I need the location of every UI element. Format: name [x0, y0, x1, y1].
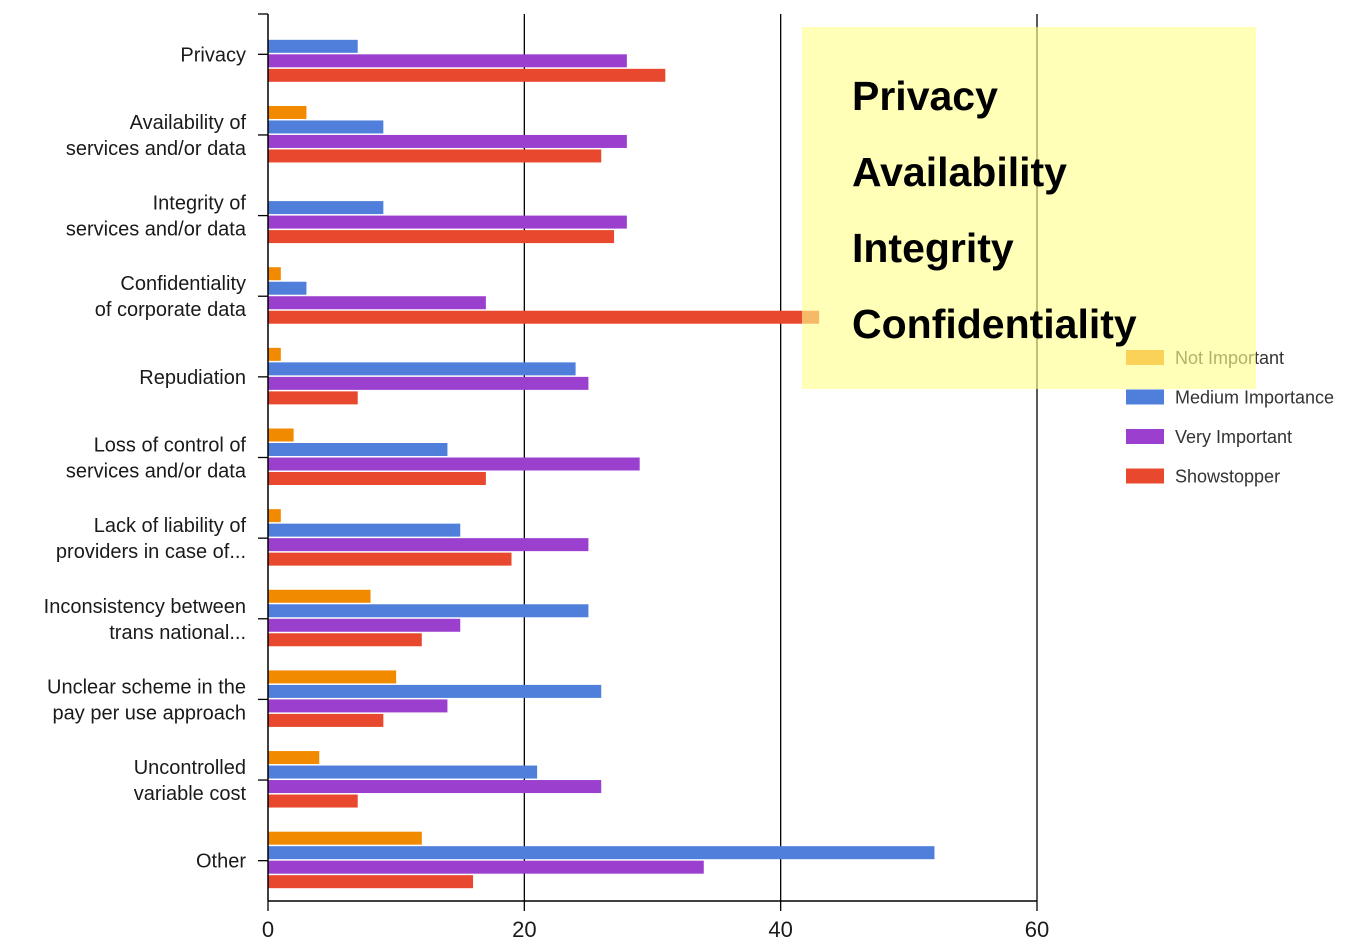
bar-very-important-7	[268, 618, 461, 632]
callout-item-confidentiality: Confidentiality	[852, 301, 1137, 347]
category-label: services and/or data	[66, 219, 247, 241]
category-label: providers in case of...	[56, 541, 246, 563]
category-label: Confidentiality	[120, 273, 246, 295]
bar-very-important-8	[268, 699, 448, 713]
bar-not-important-8	[268, 670, 397, 684]
legend-label-medium-importance: Medium Importance	[1175, 388, 1334, 408]
x-tick-label: 40	[768, 917, 792, 941]
bar-medium-importance-10	[268, 846, 935, 860]
y-axis: Privacy Availability of services and/or da…	[44, 13, 269, 901]
bar-very-important-1	[268, 134, 627, 148]
bar-very-important-9	[268, 780, 602, 794]
category-label: Inconsistency between	[44, 596, 246, 618]
bar-showstopper-9	[268, 794, 358, 808]
bar-very-important-6	[268, 538, 589, 552]
bar-showstopper-1	[268, 149, 602, 163]
bar-not-important-6	[268, 509, 281, 523]
bar-very-important-0	[268, 54, 627, 68]
callout-box: Privacy Availability Integrity Confidential…	[802, 27, 1256, 389]
x-tick-label: 60	[1025, 917, 1049, 941]
x-axis: 0 20 40 60	[262, 900, 1049, 941]
category-label: variable cost	[134, 783, 247, 805]
category-label: Unclear scheme in the	[47, 676, 246, 698]
category-label: Lack of liability of	[94, 515, 247, 537]
bar-not-important-7	[268, 589, 371, 603]
category-label: Uncontrolled	[134, 757, 246, 779]
legend-label-very-important: Very Important	[1175, 427, 1292, 447]
bar-very-important-2	[268, 215, 627, 229]
bar-medium-importance-1	[268, 120, 384, 134]
category-label: services and/or data	[66, 138, 247, 160]
category-label: Privacy	[180, 44, 246, 66]
bar-medium-importance-3	[268, 281, 307, 295]
bar-medium-importance-6	[268, 523, 461, 537]
legend-swatch-showstopper	[1126, 468, 1164, 484]
bar-not-important-3	[268, 267, 281, 281]
bar-showstopper-6	[268, 552, 512, 566]
callout-item-privacy: Privacy	[852, 73, 998, 119]
bar-showstopper-5	[268, 472, 486, 485]
bar-showstopper-4	[268, 391, 358, 405]
category-label: Availability of	[130, 112, 247, 134]
x-tick-label: 0	[262, 917, 274, 941]
callout-item-availability: Availability	[852, 149, 1067, 195]
bar-very-important-4	[268, 376, 589, 390]
bar-very-important-5	[268, 457, 640, 471]
bar-showstopper-2	[268, 230, 615, 244]
bar-medium-importance-4	[268, 362, 576, 376]
bar-medium-importance-0	[268, 39, 358, 53]
bar-very-important-10	[268, 860, 704, 874]
category-label: pay per use approach	[53, 702, 246, 724]
category-label: of corporate data	[95, 299, 247, 321]
bars	[268, 39, 935, 889]
bar-not-important-5	[268, 428, 294, 442]
category-label: services and/or data	[66, 461, 247, 483]
bar-not-important-9	[268, 751, 320, 765]
legend-label-showstopper: Showstopper	[1175, 467, 1280, 487]
bar-medium-importance-9	[268, 765, 538, 779]
bar-medium-importance-5	[268, 443, 448, 456]
legend-swatch-very-important	[1126, 429, 1164, 444]
category-label: Repudiation	[139, 367, 246, 389]
bar-showstopper-7	[268, 633, 422, 647]
bar-not-important-4	[268, 347, 281, 361]
bar-medium-importance-8	[268, 684, 602, 698]
x-tick-label: 20	[512, 917, 536, 941]
bar-not-important-1	[268, 105, 307, 119]
category-label: Integrity of	[153, 193, 247, 215]
bar-not-important-10	[268, 831, 422, 845]
bar-medium-importance-2	[268, 201, 384, 215]
bar-showstopper-8	[268, 713, 384, 727]
bar-showstopper-0	[268, 68, 666, 82]
bar-showstopper-10	[268, 875, 474, 889]
category-label: trans national...	[109, 622, 246, 644]
callout-item-integrity: Integrity	[852, 225, 1014, 271]
bar-medium-importance-7	[268, 604, 589, 618]
legend-swatch-medium-importance	[1126, 389, 1164, 405]
bar-showstopper-3	[268, 310, 820, 324]
bar-very-important-3	[268, 296, 486, 310]
category-label: Loss of control of	[94, 435, 247, 457]
category-label: Other	[196, 851, 246, 873]
